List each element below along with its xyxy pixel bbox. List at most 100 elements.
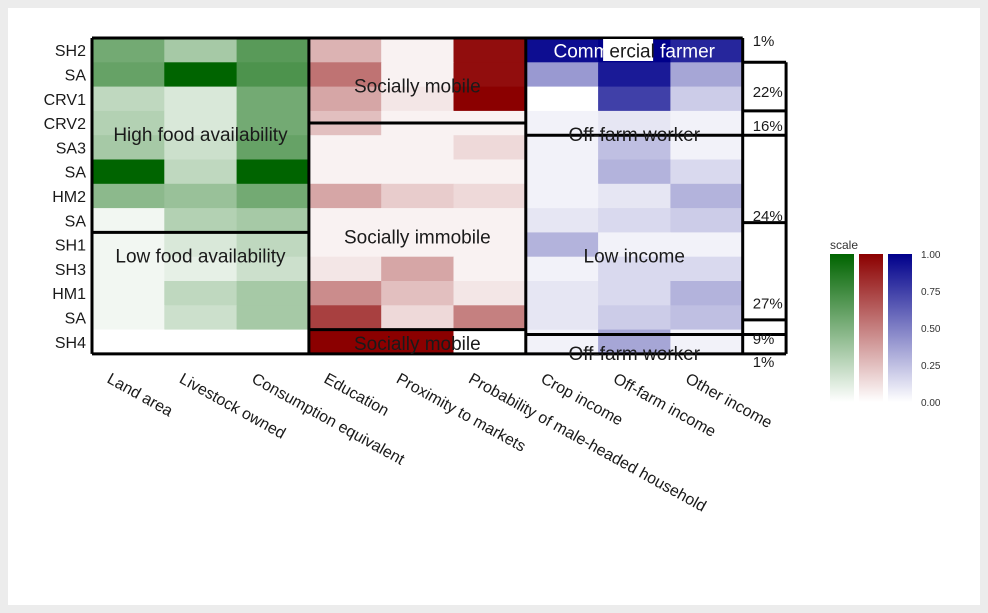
heatmap-cell [308, 281, 382, 306]
heatmap-cell [236, 183, 310, 209]
heatmap-cell [598, 232, 671, 258]
heatmap-cell [670, 232, 744, 258]
heatmap-cell [525, 62, 599, 88]
cluster-label: High food availability [113, 125, 288, 146]
heatmap-cell [525, 305, 599, 331]
heatmap-cell [92, 281, 165, 306]
heatmap-cell [92, 305, 165, 331]
heatmap-cell [164, 208, 238, 233]
heatmap-cell [308, 38, 382, 63]
percentage-label: 16% [753, 118, 783, 135]
cluster-label: Off-farm worker [568, 344, 700, 365]
legend-tick-label: 0.00 [921, 398, 941, 409]
row-label: CRV2 [44, 116, 86, 133]
row-label: SH1 [55, 238, 86, 255]
heatmap-cell [236, 62, 310, 88]
heatmap-cell [236, 305, 310, 331]
heatmap-cell [598, 256, 671, 282]
heatmap-cell [236, 329, 310, 355]
heatmap-cell [670, 110, 744, 136]
heatmap-cell [670, 183, 744, 209]
cluster-label: Commercial farmer [553, 41, 715, 62]
heatmap-cell [381, 208, 455, 233]
heatmap-cell [453, 281, 527, 306]
row-label: CRV1 [44, 92, 86, 109]
row-label: SA [65, 213, 87, 230]
heatmap-cell [525, 281, 599, 306]
heatmap-cell [381, 232, 455, 258]
heatmap-cell [525, 232, 599, 258]
legend-colorbar-blue [888, 254, 912, 402]
percentage-label: 1% [753, 354, 775, 371]
heatmap-cell [381, 183, 455, 209]
row-label: SH3 [55, 262, 86, 279]
heatmap-cell [670, 159, 744, 185]
heatmap-cell [453, 62, 527, 88]
heatmap-cell [670, 305, 744, 331]
heatmap-cell [92, 135, 165, 161]
heatmap-cell [308, 62, 382, 88]
heatmap-cell [453, 208, 527, 233]
percentage-label: 22% [753, 84, 783, 101]
row-label: SH2 [55, 43, 86, 60]
heatmap-cell [598, 159, 671, 185]
heatmap-cell [92, 86, 165, 112]
heatmap-cell [164, 232, 238, 258]
heatmap-cell [236, 110, 310, 136]
heatmap-cell [525, 208, 599, 233]
label-highlight-box [603, 39, 654, 61]
cluster-percentages: 1% 22% 16% 24% 27% 9% 1% [753, 33, 783, 371]
heatmap-cell [308, 86, 382, 112]
row-label: SA3 [56, 140, 86, 157]
heatmap-cell [381, 305, 455, 331]
heatmap-cell [308, 329, 382, 355]
heatmap-cell [308, 208, 382, 233]
heatmap-cell [92, 38, 165, 63]
heatmap-chart: SH2 SA CRV1 CRV2 SA3 SA HM2 SA SH1 SH3 HM1 SA SH4 Lan… [44, 33, 941, 516]
heatmap-cell [164, 281, 238, 306]
row-label: SA [65, 310, 87, 327]
heatmap-cell [453, 232, 527, 258]
heatmap-cell [525, 135, 599, 161]
row-labels: SH2 SA CRV1 CRV2 SA3 SA HM2 SA SH1 SH3 HM1 SA SH4 [44, 43, 87, 352]
heatmap-cell [453, 183, 527, 209]
heatmap-cell [453, 256, 527, 282]
row-label: HM1 [52, 286, 86, 303]
heatmap-cell [598, 305, 671, 331]
heatmap-cell [381, 256, 455, 282]
heatmap-cell [164, 62, 238, 88]
heatmap-cell [381, 135, 455, 161]
heatmap-cell [453, 135, 527, 161]
heatmap-cell [453, 86, 527, 112]
heatmap-cell [525, 86, 599, 112]
heatmap-cell [92, 232, 165, 258]
heatmap-cell [453, 305, 527, 331]
heatmap-cell [92, 110, 165, 136]
cluster-boundaries [90, 36, 787, 356]
heatmap-cell [164, 183, 238, 209]
heatmap-cell [381, 281, 455, 306]
legend-tick-label: 0.75 [921, 287, 941, 298]
heatmap-cell [670, 62, 744, 88]
heatmap-cell [164, 159, 238, 185]
cluster-label: Socially immobile [344, 227, 491, 248]
column-label: Proximity to markets [393, 371, 528, 456]
heatmap-cell [236, 208, 310, 233]
heatmap-cell [308, 159, 382, 185]
heatmap-cell [525, 183, 599, 209]
heatmap-cell [92, 256, 165, 282]
heatmap-cell [598, 110, 671, 136]
heatmap-cell [164, 110, 238, 136]
heatmap-cell [670, 256, 744, 282]
heatmap-cell [236, 38, 310, 63]
percentage-label: 9% [753, 331, 775, 348]
row-label: HM2 [52, 189, 86, 206]
heatmap-cell [236, 86, 310, 112]
heatmap-cell [236, 281, 310, 306]
heatmap-cell [670, 86, 744, 112]
heatmap-cell [381, 38, 455, 63]
legend-colorbar-red [859, 254, 883, 402]
heatmap-cell [598, 62, 671, 88]
cluster-label: Low income [584, 247, 685, 268]
